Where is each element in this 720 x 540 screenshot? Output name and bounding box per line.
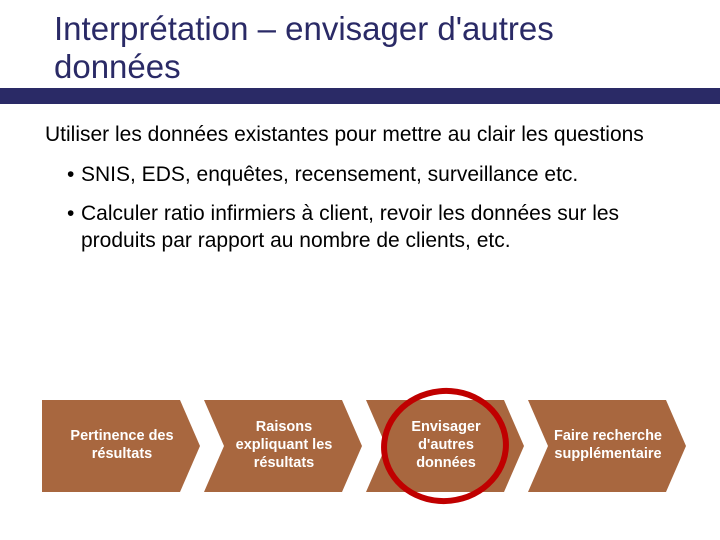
process-step: Pertinence des résultats [42, 400, 200, 492]
process-step-label: Faire recherche supplémentaire [528, 400, 686, 492]
list-item: • SNIS, EDS, enquêtes, recensement, surv… [67, 162, 680, 189]
bullet-text: Calculer ratio infirmiers à client, revo… [81, 201, 680, 255]
title-bar [0, 88, 720, 104]
slide-title: Interprétation – envisager d'autres donn… [54, 10, 674, 86]
process-step: Faire recherche supplémentaire [528, 400, 686, 492]
list-item: • Calculer ratio infirmiers à client, re… [67, 201, 680, 255]
bullet-dot-icon: • [67, 201, 81, 228]
bullet-dot-icon: • [67, 162, 81, 189]
bullet-text: SNIS, EDS, enquêtes, recensement, survei… [81, 162, 680, 189]
process-step-label: Raisons expliquant les résultats [204, 400, 362, 492]
slide: { "colors": { "title_bar": "#2a2a66", "t… [0, 0, 720, 540]
process-step-label: Pertinence des résultats [42, 400, 200, 492]
body-content: Utiliser les données existantes pour met… [45, 122, 680, 267]
intro-text: Utiliser les données existantes pour met… [45, 122, 680, 148]
bullet-list: • SNIS, EDS, enquêtes, recensement, surv… [45, 162, 680, 255]
process-chevron-row: Pertinence des résultatsRaisons expliqua… [42, 400, 682, 492]
process-step: Raisons expliquant les résultats [204, 400, 362, 492]
